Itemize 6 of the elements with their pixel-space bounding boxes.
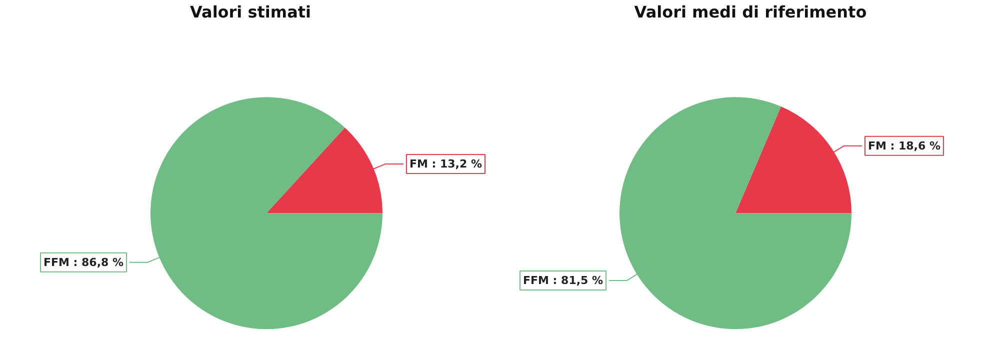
chart-title: Valori medi di riferimento xyxy=(634,2,867,22)
slice-label: FM : 13,2 % xyxy=(409,157,482,170)
slice-label: FM : 18,6 % xyxy=(868,139,940,152)
chart-title: Valori stimati xyxy=(190,2,311,22)
slice-label: FFM : 86,8 % xyxy=(43,256,124,269)
slice-label: FFM : 81,5 % xyxy=(523,274,604,287)
